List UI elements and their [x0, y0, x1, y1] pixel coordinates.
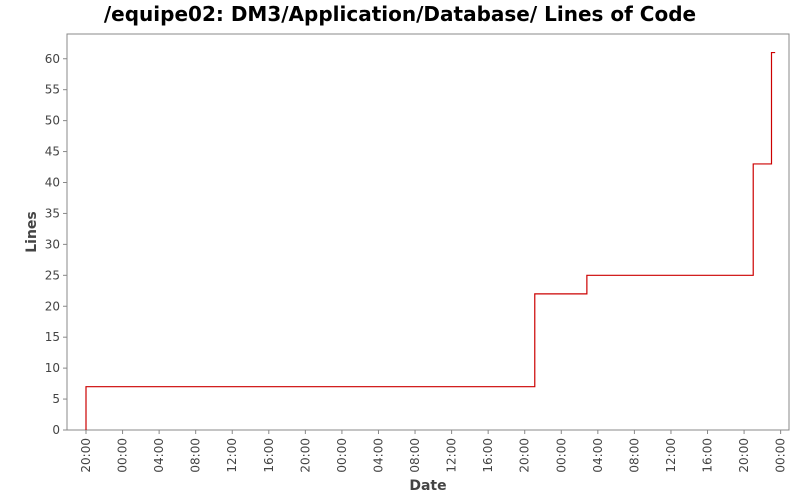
- y-tick-label: 45: [45, 145, 60, 159]
- y-tick-label: 15: [45, 330, 60, 344]
- x-tick-label: 16:00: [701, 438, 715, 473]
- x-tick-label: 08:00: [627, 438, 641, 473]
- x-tick-label: 16:00: [262, 438, 276, 473]
- x-tick-label: 04:00: [152, 438, 166, 473]
- x-axis-label: Date: [409, 478, 446, 494]
- x-tick-label: 16:00: [481, 438, 495, 473]
- y-tick-label: 35: [45, 206, 60, 220]
- y-tick-label: 25: [45, 268, 60, 282]
- y-axis: 0 5 10 15 20 25 30 35 40 45 50 55 60: [45, 52, 67, 437]
- chart-title: /equipe02: DM3/Application/Database/ Lin…: [103, 2, 697, 26]
- y-tick-label: 5: [52, 392, 60, 406]
- x-tick-label: 20:00: [737, 438, 751, 473]
- x-tick-label: 20:00: [79, 438, 93, 473]
- series-line: [85, 51, 776, 430]
- y-tick-label: 10: [45, 361, 60, 375]
- y-tick-label: 20: [45, 299, 60, 313]
- x-tick-label: 20:00: [518, 438, 532, 473]
- y-axis-label: Lines: [24, 211, 40, 253]
- plot-area: [66, 33, 790, 431]
- x-tick-label: 00:00: [554, 438, 568, 473]
- y-tick-label: 40: [45, 176, 60, 190]
- x-tick-label: 00:00: [116, 438, 130, 473]
- x-axis: 20:00 00:00 04:00 08:00 12:00 16:00 20:00 00:00…: [79, 430, 788, 473]
- y-tick-label: 60: [45, 52, 60, 66]
- y-tick-label: 0: [52, 423, 60, 437]
- x-tick-label: 12:00: [225, 438, 239, 473]
- x-tick-label: 12:00: [445, 438, 459, 473]
- x-tick-label: 00:00: [335, 438, 349, 473]
- x-tick-label: 20:00: [298, 438, 312, 473]
- y-tick-label: 30: [45, 237, 60, 251]
- x-tick-label: 12:00: [664, 438, 678, 473]
- x-tick-label: 08:00: [189, 438, 203, 473]
- y-tick-label: 50: [45, 114, 60, 128]
- x-tick-label: 08:00: [408, 438, 422, 473]
- y-tick-label: 55: [45, 83, 60, 97]
- x-tick-label: 04:00: [591, 438, 605, 473]
- x-tick-label: 04:00: [371, 438, 385, 473]
- x-tick-label: 00:00: [774, 438, 788, 473]
